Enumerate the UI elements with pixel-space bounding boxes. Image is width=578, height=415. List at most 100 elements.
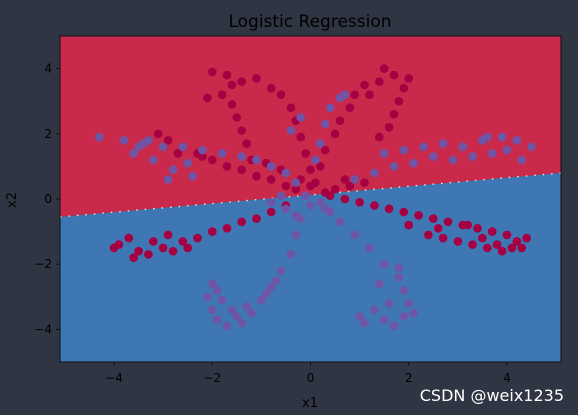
- data-point-red: [414, 211, 423, 220]
- data-point-red: [149, 237, 158, 246]
- data-point-red: [168, 246, 178, 256]
- data-point-purple: [350, 175, 360, 184]
- data-point-red: [340, 175, 350, 184]
- data-point-red: [153, 129, 163, 139]
- data-point-red: [316, 162, 325, 171]
- data-point-purple: [178, 142, 188, 152]
- data-point-purple: [517, 155, 526, 165]
- data-point-red: [345, 103, 355, 112]
- data-point-red: [424, 230, 433, 240]
- data-point-red: [355, 198, 364, 207]
- data-point-purple: [301, 191, 310, 200]
- data-point-purple: [399, 312, 409, 321]
- data-point-red: [394, 96, 404, 106]
- data-point-purple: [497, 132, 507, 142]
- data-point-purple: [360, 318, 369, 328]
- data-point-purple: [212, 315, 222, 324]
- data-point-purple: [399, 145, 409, 155]
- data-point-purple: [281, 204, 291, 214]
- data-point-purple: [355, 312, 364, 321]
- data-point-red: [429, 214, 438, 223]
- data-point-red: [208, 155, 217, 165]
- data-point-purple: [409, 308, 418, 318]
- x-tick-label: 2: [405, 371, 413, 385]
- data-point-purple: [311, 155, 320, 165]
- data-point-red: [178, 237, 188, 246]
- data-point-purple: [222, 321, 232, 331]
- data-point-purple: [262, 289, 271, 298]
- data-point-red: [365, 90, 374, 99]
- data-point-purple: [286, 250, 296, 259]
- data-point-red: [266, 175, 276, 184]
- data-point-purple: [247, 308, 256, 318]
- data-point-purple: [379, 315, 389, 324]
- data-point-red: [163, 136, 173, 145]
- data-point-red: [320, 145, 330, 155]
- data-point-purple: [409, 158, 418, 168]
- data-point-purple: [217, 295, 227, 305]
- region-red: [60, 36, 561, 217]
- data-point-red: [311, 178, 320, 187]
- data-point-red: [389, 109, 399, 119]
- data-point-purple: [379, 259, 389, 269]
- data-point-purple: [370, 168, 379, 178]
- data-point-purple: [291, 178, 301, 187]
- y-tick-label: 4: [44, 62, 52, 76]
- data-point-purple: [502, 145, 512, 155]
- data-point-red: [286, 103, 296, 112]
- data-point-red: [320, 188, 330, 197]
- data-point-red: [389, 70, 399, 80]
- data-point-purple: [252, 155, 261, 165]
- data-point-purple: [350, 230, 360, 240]
- data-point-red: [208, 67, 217, 77]
- data-point-purple: [208, 305, 217, 315]
- data-point-purple: [370, 305, 379, 315]
- data-point-red: [266, 207, 276, 217]
- data-point-red: [507, 243, 517, 253]
- data-point-purple: [448, 155, 458, 165]
- data-point-red: [158, 243, 168, 253]
- data-point-red: [301, 149, 310, 158]
- data-point-red: [512, 237, 522, 246]
- data-point-red: [399, 207, 409, 217]
- x-tick-label: −4: [105, 371, 123, 385]
- data-point-red: [203, 93, 212, 103]
- data-point-purple: [129, 149, 138, 158]
- data-point-purple: [316, 198, 325, 207]
- data-point-purple: [399, 286, 409, 295]
- data-point-red: [453, 237, 463, 246]
- y-tick-label: −4: [34, 322, 52, 336]
- data-point-red: [296, 132, 306, 142]
- data-point-red: [502, 230, 512, 240]
- data-point-purple: [325, 207, 335, 217]
- data-point-purple: [95, 132, 104, 142]
- data-point-purple: [325, 103, 335, 112]
- data-point-purple: [389, 162, 399, 171]
- data-point-red: [242, 139, 251, 148]
- data-point-purple: [306, 201, 315, 210]
- data-point-red: [483, 243, 492, 253]
- data-point-red: [198, 152, 207, 161]
- y-tick-label: 2: [44, 127, 52, 141]
- data-point-purple: [144, 136, 153, 145]
- data-point-purple: [257, 295, 266, 305]
- data-point-purple: [394, 272, 404, 282]
- data-point-red: [468, 240, 477, 249]
- data-point-purple: [483, 132, 492, 142]
- data-point-red: [237, 77, 246, 86]
- data-point-red: [463, 220, 473, 230]
- data-point-purple: [198, 145, 207, 155]
- data-point-purple: [404, 299, 414, 308]
- data-point-red: [163, 230, 173, 240]
- data-point-red: [144, 250, 153, 259]
- data-point-purple: [168, 165, 178, 174]
- data-point-red: [330, 184, 340, 194]
- data-point-purple: [438, 139, 448, 148]
- data-point-red: [360, 80, 369, 90]
- data-point-red: [379, 64, 389, 73]
- data-point-purple: [276, 191, 286, 200]
- y-tick-label: −2: [34, 257, 52, 271]
- x-tick-label: −2: [203, 371, 221, 385]
- data-point-purple: [291, 211, 301, 220]
- data-point-purple: [335, 217, 345, 227]
